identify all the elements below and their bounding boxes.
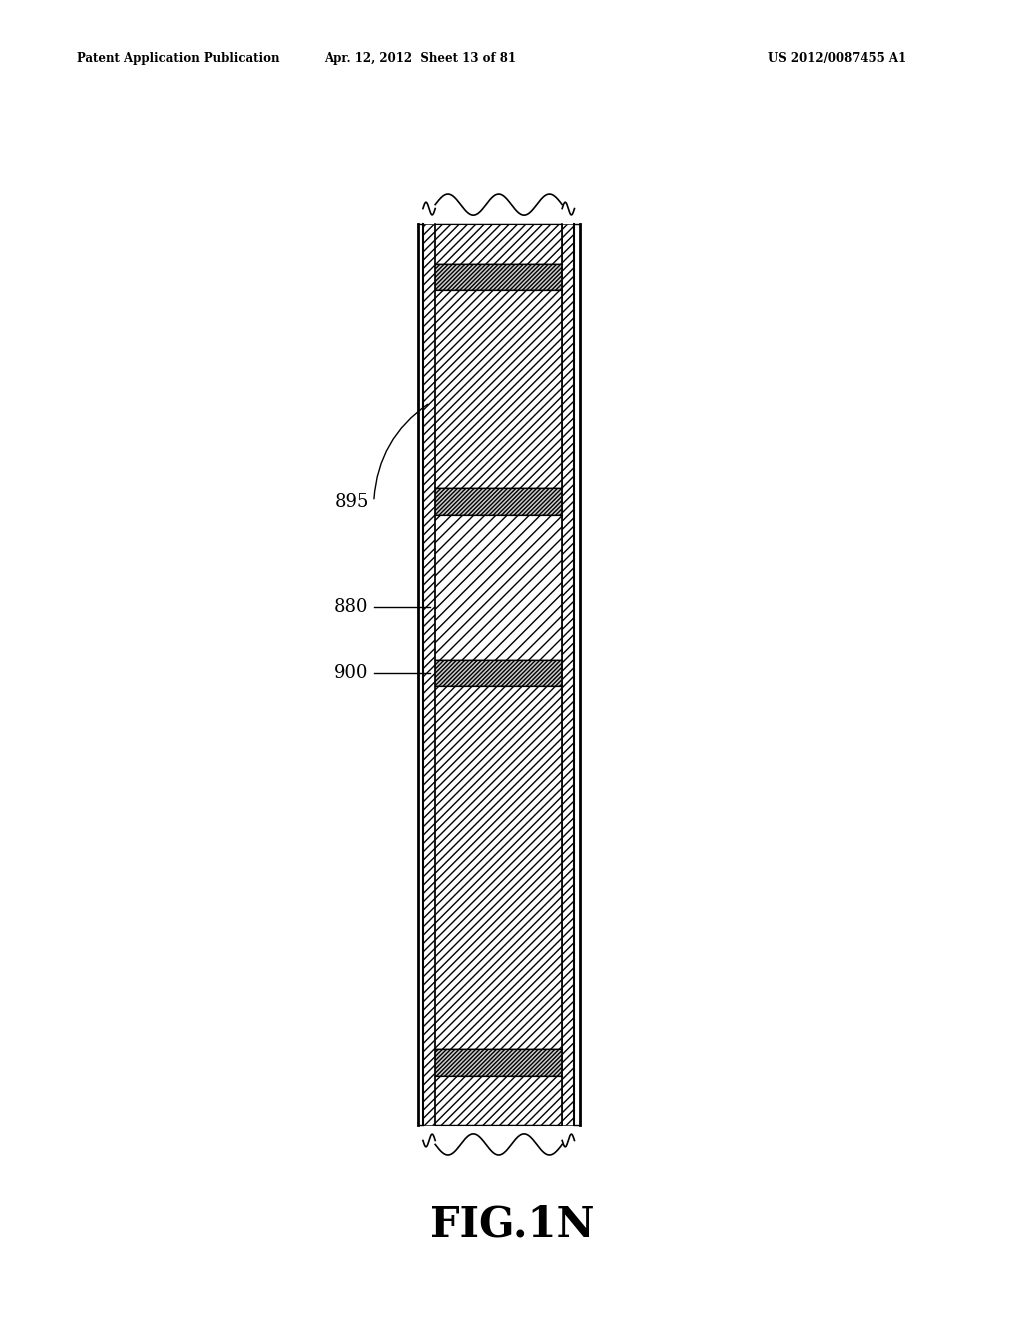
Text: Apr. 12, 2012  Sheet 13 of 81: Apr. 12, 2012 Sheet 13 of 81 [324, 51, 516, 65]
Bar [562, 224, 574, 1125]
Text: US 2012/0087455 A1: US 2012/0087455 A1 [768, 51, 906, 65]
Bar [423, 224, 435, 1125]
Text: 900: 900 [334, 664, 369, 682]
Bar [435, 1076, 562, 1125]
Bar [435, 290, 562, 488]
Bar [435, 224, 562, 264]
Bar [435, 660, 562, 686]
Text: 895: 895 [334, 492, 369, 511]
Bar [435, 264, 562, 290]
Text: FIG.1N: FIG.1N [430, 1204, 594, 1246]
Bar [435, 488, 562, 515]
Text: 880: 880 [334, 598, 369, 616]
Bar [435, 1049, 562, 1076]
Bar [435, 515, 562, 660]
Text: Patent Application Publication: Patent Application Publication [77, 51, 280, 65]
Bar [435, 686, 562, 1049]
